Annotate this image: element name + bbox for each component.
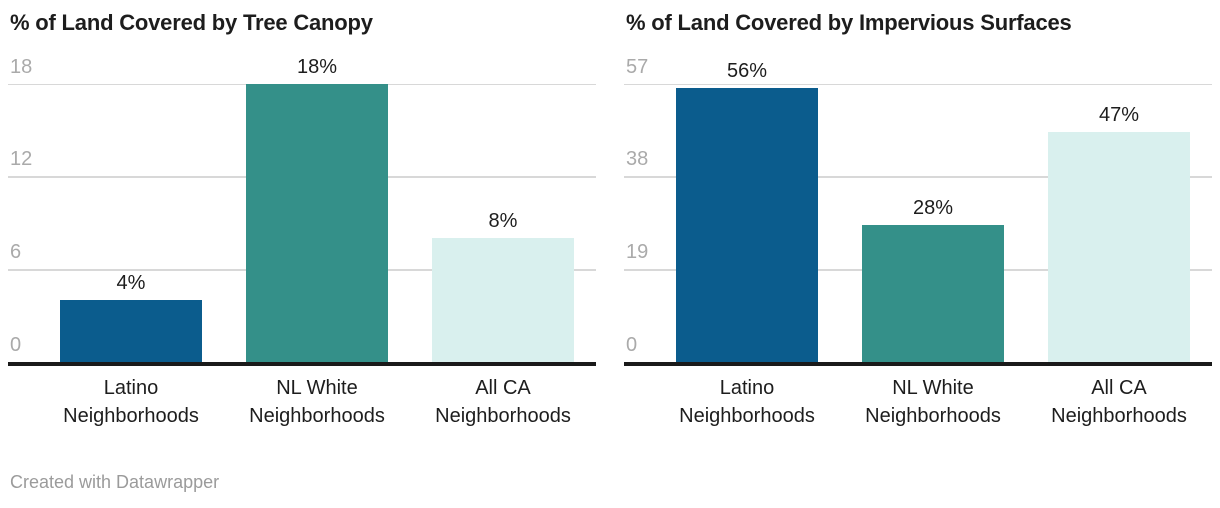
category-label-line: Neighborhoods [1051,405,1187,427]
y-tick-label: 19 [626,241,649,264]
chart-title: % of Land Covered by Impervious Surfaces [626,10,1072,35]
category-label-line: NL White [892,377,974,399]
category-label-line: Neighborhoods [249,405,385,427]
value-label: 28% [912,197,954,220]
y-tick-label: 18 [10,55,33,78]
x-axis-category-label: Latino Neighborhoods [39,374,223,430]
value-label: 4% [116,272,146,295]
chart-tree-canopy: % of Land Covered by Tree Canopy 0 6 12 18 4%… [8,0,596,455]
y-tick-label: 6 [10,241,22,264]
bar-nl-white-neighborhoods [246,83,388,362]
value-label: 56% [726,60,768,83]
x-axis-category-label: All CA Neighborhoods [411,374,595,430]
x-axis-category-label: NL White Neighborhoods [225,374,409,430]
x-axis-baseline [8,362,596,366]
category-label-line: Latino [103,377,159,399]
category-label-line: All CA [1091,377,1147,399]
datawrapper-credit-link[interactable]: Created with Datawrapper [10,472,220,492]
value-label: 18% [296,55,338,78]
chart-title: % of Land Covered by Tree Canopy [10,10,373,35]
x-axis-category-label: Latino Neighborhoods [655,374,839,430]
y-tick-label: 0 [626,334,638,356]
value-label: 8% [488,210,518,233]
bar-latino-neighborhoods [60,300,202,362]
category-label-line: Neighborhoods [865,405,1001,427]
bar-all-ca-neighborhoods [1048,132,1190,362]
gridline [624,83,1212,85]
category-label-line: Latino [719,377,775,399]
category-label-line: All CA [475,377,531,399]
chart-impervious-surfaces: % of Land Covered by Impervious Surfaces… [624,0,1212,455]
y-tick-label: 38 [626,148,649,171]
value-label: 47% [1098,104,1140,127]
category-label-line: Neighborhoods [435,405,571,427]
x-axis-category-label: All CA Neighborhoods [1027,374,1211,430]
y-tick-label: 0 [10,334,22,356]
bar-latino-neighborhoods [676,88,818,362]
gridline [624,176,1212,178]
y-tick-label: 57 [626,55,649,78]
bar-all-ca-neighborhoods [432,238,574,362]
category-label-line: NL White [276,377,358,399]
x-axis-category-label: NL White Neighborhoods [841,374,1025,430]
y-tick-label: 12 [10,148,33,171]
x-axis-baseline [624,362,1212,366]
category-label-line: Neighborhoods [679,405,815,427]
category-label-line: Neighborhoods [63,405,199,427]
bar-nl-white-neighborhoods [862,225,1004,362]
